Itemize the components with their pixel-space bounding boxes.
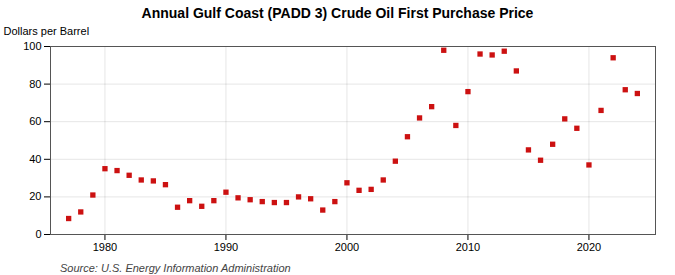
svg-text:60: 60 — [29, 115, 41, 127]
svg-text:20: 20 — [29, 190, 41, 202]
svg-text:2010: 2010 — [456, 241, 480, 253]
html-text:Source: U.S. Energy Informatio: Source: U.S. Energy Information Administ… — [60, 262, 291, 274]
svg-text:100: 100 — [23, 40, 41, 52]
svg-text:1980: 1980 — [93, 241, 117, 253]
svg-text:1990: 1990 — [214, 241, 238, 253]
svg-text:80: 80 — [29, 78, 41, 90]
svg-text:40: 40 — [29, 153, 41, 165]
svg-text:Dollars per Barrel: Dollars per Barrel — [4, 25, 90, 37]
html-text:Annual Gulf Coast (PADD 3) Cru: Annual Gulf Coast (PADD 3) Crude Oil Fir… — [141, 5, 534, 21]
svg-text:0: 0 — [35, 228, 41, 240]
svg-text:2020: 2020 — [577, 241, 601, 253]
svg-text:2000: 2000 — [335, 241, 359, 253]
